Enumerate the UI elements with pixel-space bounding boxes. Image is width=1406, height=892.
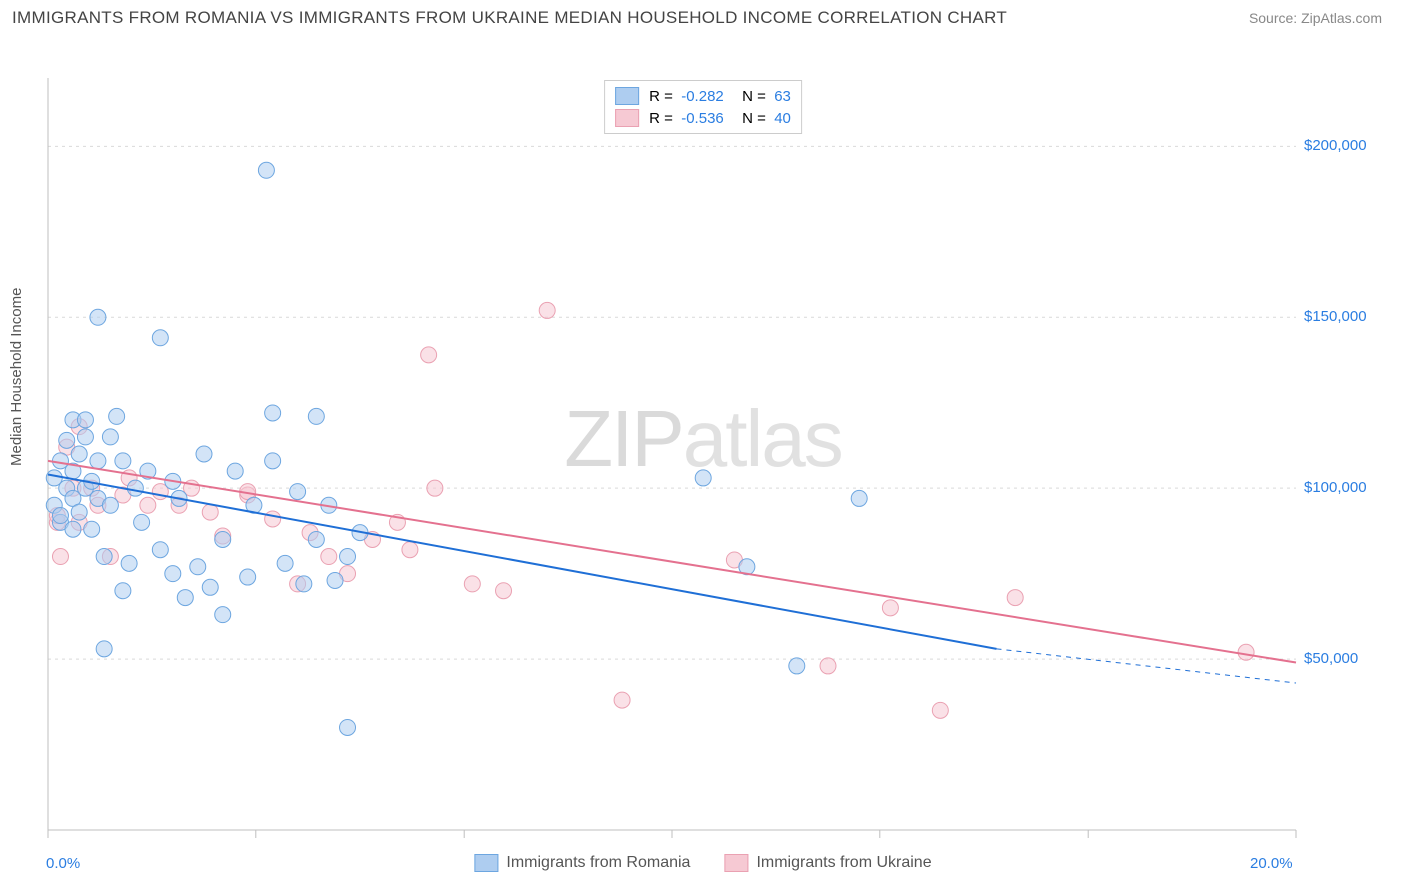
legend-series: Immigrants from Romania Immigrants from …: [474, 854, 931, 872]
legend-label: Immigrants from Romania: [506, 854, 690, 872]
y-tick-label: $150,000: [1304, 308, 1367, 325]
x-tick-label: 0.0%: [46, 855, 80, 872]
legend-swatch-pink: [724, 854, 748, 872]
x-tick-label: 20.0%: [1250, 855, 1293, 872]
scatter-plot: [0, 36, 1406, 876]
y-tick-label: $50,000: [1304, 650, 1358, 667]
chart-title: IMMIGRANTS FROM ROMANIA VS IMMIGRANTS FR…: [12, 8, 1007, 28]
legend-stats-row: R = -0.282 N = 63: [615, 85, 791, 107]
legend-swatch-pink: [615, 109, 639, 127]
legend-stats: R = -0.282 N = 63 R = -0.536 N = 40: [604, 80, 802, 134]
source-label: Source: ZipAtlas.com: [1249, 10, 1382, 26]
legend-swatch-blue: [615, 87, 639, 105]
legend-item: Immigrants from Ukraine: [724, 854, 931, 872]
y-tick-label: $200,000: [1304, 137, 1367, 154]
chart-header: IMMIGRANTS FROM ROMANIA VS IMMIGRANTS FR…: [0, 0, 1406, 36]
y-axis-label: Median Household Income: [8, 288, 25, 466]
chart-area: Median Household Income ZIPatlas R = -0.…: [0, 36, 1406, 876]
legend-n-label: N = 40: [734, 110, 791, 127]
legend-label: Immigrants from Ukraine: [756, 854, 931, 872]
legend-r-label: R = -0.282: [649, 88, 724, 105]
legend-r-label: R = -0.536: [649, 110, 724, 127]
legend-n-label: N = 63: [734, 88, 791, 105]
legend-item: Immigrants from Romania: [474, 854, 690, 872]
legend-swatch-blue: [474, 854, 498, 872]
legend-stats-row: R = -0.536 N = 40: [615, 107, 791, 129]
y-tick-label: $100,000: [1304, 479, 1367, 496]
